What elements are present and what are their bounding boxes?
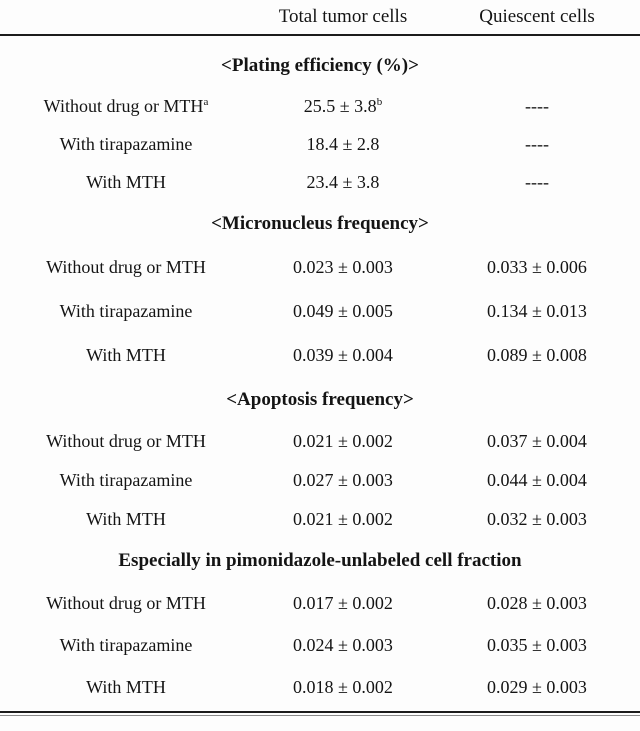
- quiescent-cells-value: 0.044 ± 0.004: [487, 469, 587, 490]
- section-title: Especially in pimonidazole-unlabeled cel…: [118, 550, 522, 571]
- table-row: With tirapazamine 0.027 ± 0.003 0.044 ± …: [0, 461, 640, 500]
- total-tumor-cells-value: 18.4 ± 2.8: [306, 134, 380, 155]
- footnote-marker-b: b: [376, 96, 383, 109]
- results-table: Total tumor cells Quiescent cells <Plati…: [0, 0, 640, 716]
- row-label: With MTH: [86, 508, 166, 529]
- quiescent-cells-value: 0.032 ± 0.003: [487, 508, 587, 529]
- table-row: With tirapazamine 0.049 ± 0.005 0.134 ± …: [0, 290, 640, 334]
- total-tumor-cells-value: 0.023 ± 0.003: [293, 257, 393, 278]
- quiescent-cells-value: 0.035 ± 0.003: [487, 635, 587, 656]
- quiescent-cells-value: 0.037 ± 0.004: [487, 430, 587, 451]
- table-row: Without drug or MTH 0.017 ± 0.002 0.028 …: [0, 583, 640, 625]
- quiescent-cells-value: 0.033 ± 0.006: [487, 257, 587, 278]
- table-row: With MTH 23.4 ± 3.8 ----: [0, 164, 640, 202]
- section-micronucleus-frequency: <Micronucleus frequency> Without drug or…: [0, 202, 640, 378]
- total-tumor-cells-value: 0.024 ± 0.003: [293, 635, 393, 656]
- total-tumor-cells-value: 23.4 ± 3.8: [306, 172, 380, 193]
- total-tumor-cells-value: 25.5 ± 3.8b: [252, 96, 434, 117]
- section-pimonidazole-unlabeled: Especially in pimonidazole-unlabeled cel…: [0, 539, 640, 709]
- table-row: Without drug or MTH 0.021 ± 0.002 0.037 …: [0, 422, 640, 461]
- table-row: Without drug or MTH 0.023 ± 0.003 0.033 …: [0, 246, 640, 290]
- total-tumor-cells-value: 0.017 ± 0.002: [293, 593, 393, 614]
- quiescent-cells-value: ----: [525, 96, 549, 117]
- row-label: With tirapazamine: [59, 469, 193, 490]
- table-row: With tirapazamine 18.4 ± 2.8 ----: [0, 126, 640, 164]
- total-tumor-cells-value: 0.039 ± 0.004: [293, 345, 393, 366]
- footnote-marker-a: a: [203, 96, 209, 109]
- section-title: <Apoptosis frequency>: [226, 389, 414, 410]
- quiescent-cells-value: 0.134 ± 0.013: [487, 301, 587, 322]
- value-text: 25.5 ± 3.8: [303, 96, 377, 117]
- row-label: With MTH: [86, 345, 166, 366]
- total-tumor-cells-value: 0.049 ± 0.005: [293, 301, 393, 322]
- column-header-total-tumor-cells: Total tumor cells: [278, 5, 408, 27]
- row-label: With MTH: [86, 677, 166, 698]
- table-bottom-rule: [0, 711, 640, 716]
- total-tumor-cells-value: 0.027 ± 0.003: [293, 469, 393, 490]
- table-row: Without drug or MTHa 25.5 ± 3.8b ----: [0, 88, 640, 126]
- row-label: Without drug or MTH: [46, 593, 206, 614]
- row-label: Without drug or MTH: [46, 257, 206, 278]
- section-title: <Micronucleus frequency>: [211, 213, 429, 234]
- total-tumor-cells-value: 0.021 ± 0.002: [293, 430, 393, 451]
- total-tumor-cells-value: 0.018 ± 0.002: [293, 677, 393, 698]
- quiescent-cells-value: 0.029 ± 0.003: [487, 677, 587, 698]
- table-row: With tirapazamine 0.024 ± 0.003 0.035 ± …: [0, 625, 640, 667]
- row-label: Without drug or MTHa: [0, 96, 252, 117]
- table-row: With MTH 0.039 ± 0.004 0.089 ± 0.008: [0, 334, 640, 378]
- quiescent-cells-value: 0.089 ± 0.008: [487, 345, 587, 366]
- row-label: Without drug or MTH: [46, 430, 206, 451]
- section-apoptosis-frequency: <Apoptosis frequency> Without drug or MT…: [0, 378, 640, 539]
- quiescent-cells-value: 0.028 ± 0.003: [487, 593, 587, 614]
- table-row: With MTH 0.018 ± 0.002 0.029 ± 0.003: [0, 667, 640, 709]
- total-tumor-cells-value: 0.021 ± 0.002: [293, 508, 393, 529]
- section-plating-efficiency: <Plating efficiency (%)> Without drug or…: [0, 44, 640, 202]
- column-header-quiescent-cells: Quiescent cells: [479, 5, 595, 27]
- quiescent-cells-value: ----: [525, 134, 549, 155]
- table-row: With MTH 0.021 ± 0.002 0.032 ± 0.003: [0, 500, 640, 539]
- row-label: With tirapazamine: [59, 134, 193, 155]
- column-header-row: Total tumor cells Quiescent cells: [0, 0, 640, 36]
- quiescent-cells-value: ----: [525, 172, 549, 193]
- row-label: With tirapazamine: [59, 635, 193, 656]
- row-label-text: Without drug or MTH: [43, 96, 204, 117]
- section-title: <Plating efficiency (%)>: [221, 55, 419, 76]
- row-label: With tirapazamine: [59, 301, 193, 322]
- row-label: With MTH: [86, 172, 166, 193]
